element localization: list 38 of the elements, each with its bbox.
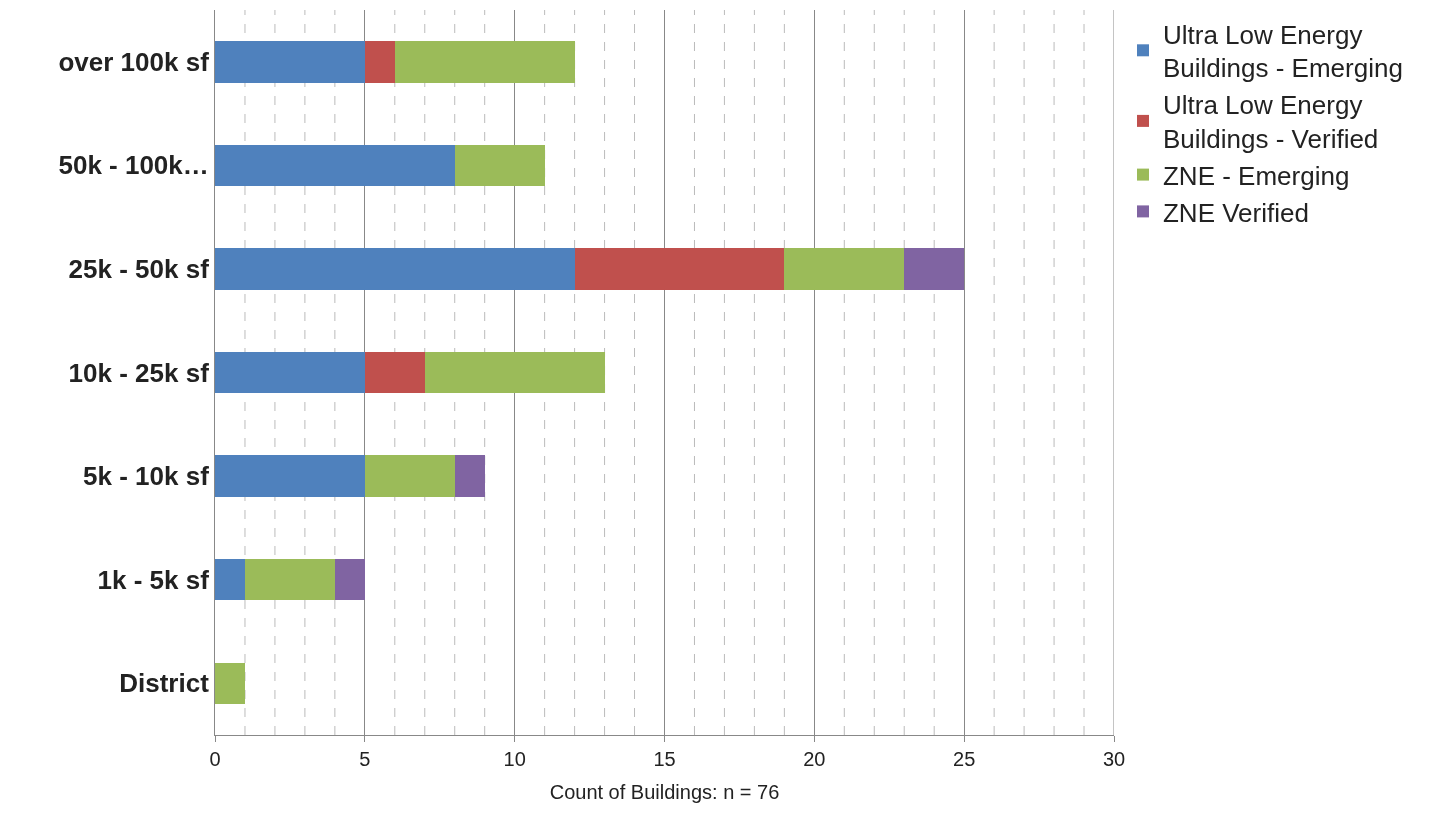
y-tick-label: over 100k sf <box>58 46 210 77</box>
legend-label: ZNE - Emerging <box>1162 160 1350 191</box>
y-tick-label: 5k - 10k sf <box>83 461 210 492</box>
bar <box>215 558 245 601</box>
bar <box>784 248 905 290</box>
legend-label: Ultra Low Energy Buildings - Emerging <box>1162 19 1403 84</box>
y-tick-label: 1k - 5k sf <box>97 564 210 595</box>
bar <box>574 248 785 290</box>
bar <box>364 455 455 497</box>
x-tick-label: 5 <box>359 748 371 770</box>
x-tick-label: 15 <box>653 748 676 770</box>
x-tick-label: 0 <box>209 748 221 770</box>
x-axis-title: Count of Buildings: n = 76 <box>549 780 780 803</box>
bar <box>454 144 545 187</box>
bar <box>334 558 365 601</box>
y-tick-label: 10k - 25k sf <box>68 357 210 388</box>
legend-label: ZNE Verified <box>1162 197 1309 228</box>
bar <box>364 351 425 394</box>
bar <box>364 41 395 83</box>
y-tick-label: 25k - 50k sf <box>68 254 210 285</box>
x-tick-label: 25 <box>953 748 976 770</box>
bar <box>215 662 245 704</box>
bar <box>215 351 365 394</box>
bar <box>424 351 605 394</box>
bar <box>454 455 485 497</box>
x-tick-label: 20 <box>803 748 826 770</box>
bar <box>215 144 455 187</box>
bar <box>394 41 575 83</box>
bar <box>904 248 965 290</box>
bar <box>215 248 575 290</box>
x-tick-label: 30 <box>1102 748 1126 770</box>
bar <box>244 558 335 601</box>
x-tick-label: 10 <box>503 748 526 770</box>
y-tick-label: 50k - 100k… <box>58 150 209 181</box>
legend-label: Ultra Low Energy Buildings - Verified <box>1162 90 1379 154</box>
bar <box>215 455 365 497</box>
y-tick-label: District <box>119 668 210 699</box>
bar <box>215 41 365 83</box>
